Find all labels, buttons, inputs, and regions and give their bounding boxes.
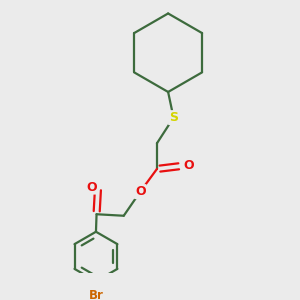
Text: S: S <box>169 111 178 124</box>
Text: O: O <box>135 185 146 198</box>
Text: O: O <box>183 159 194 172</box>
Text: Br: Br <box>88 289 104 300</box>
Text: O: O <box>86 181 97 194</box>
